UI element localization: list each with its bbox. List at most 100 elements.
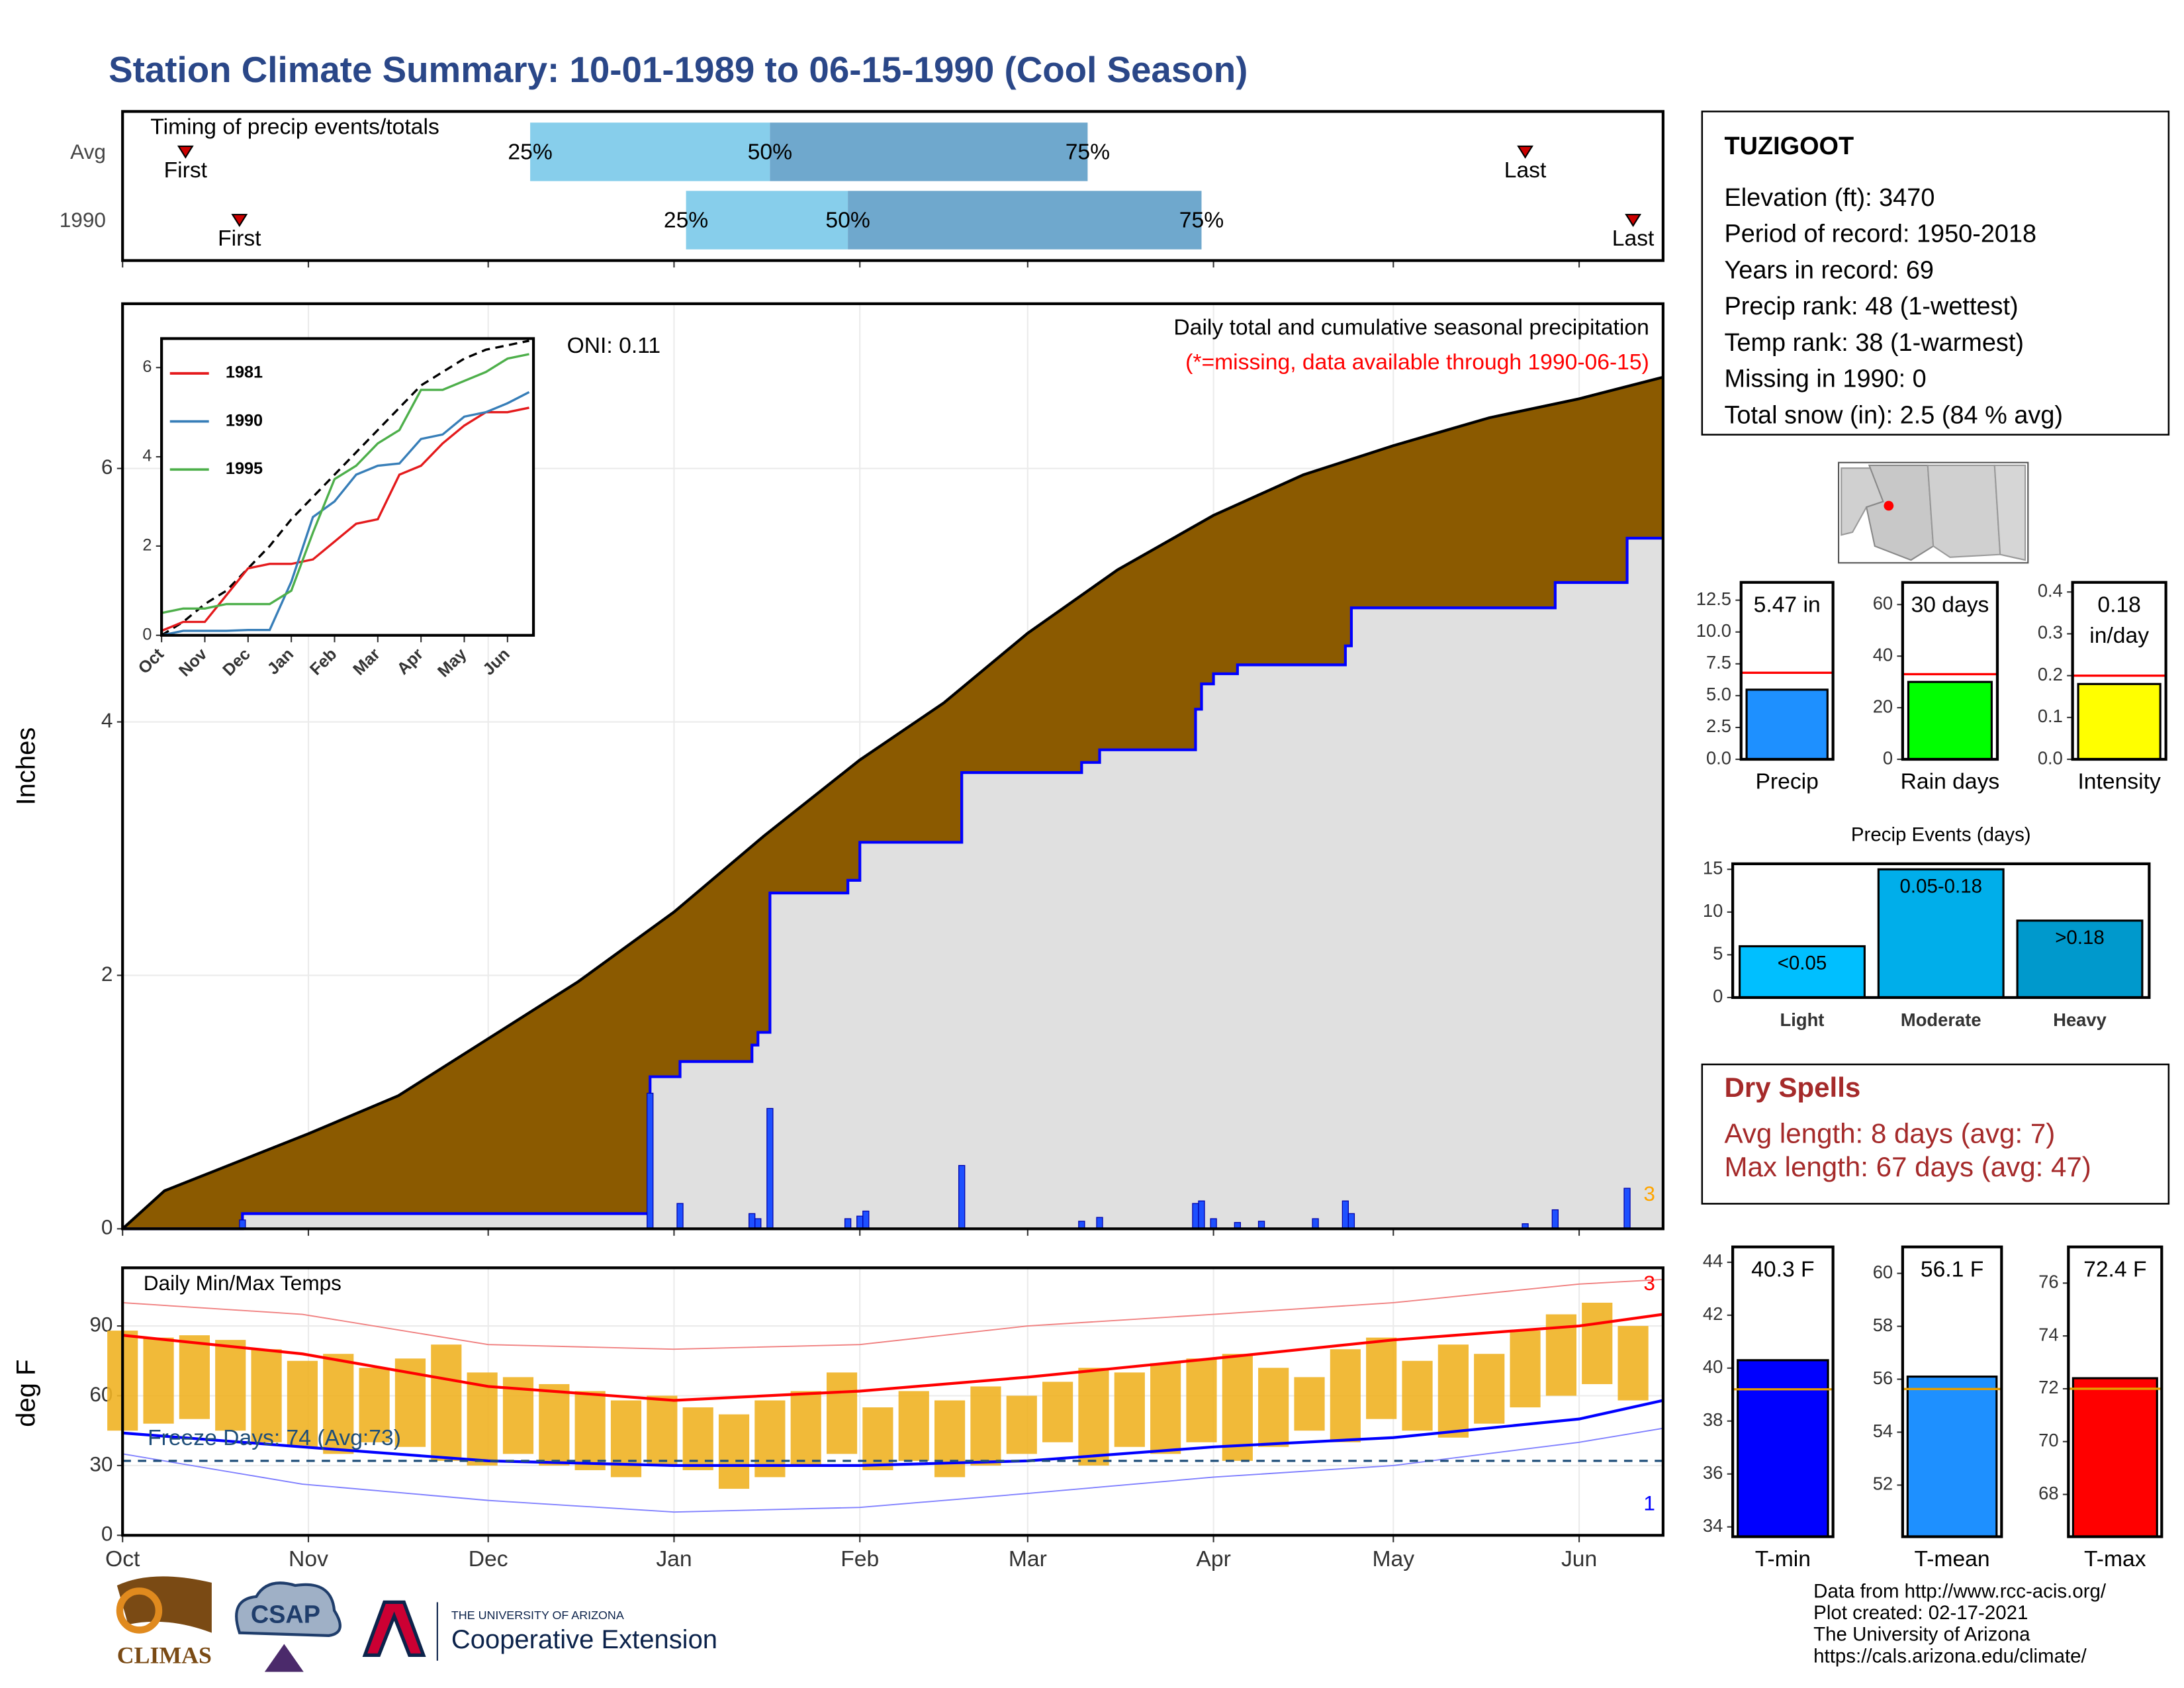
timing-bar — [530, 122, 770, 181]
dry-spell-line: Max length: 67 days (avg: 47) — [1724, 1151, 2091, 1182]
temp-range-bar — [1617, 1326, 1649, 1401]
temp-range-bar — [970, 1386, 1001, 1466]
university-text: THE UNIVERSITY OF ARIZONA — [451, 1609, 624, 1622]
plot-border — [160, 337, 535, 637]
annotation: 3 — [1643, 1271, 1655, 1295]
y-tick-label: 20 — [1873, 696, 1893, 716]
map-region — [1993, 464, 2026, 561]
dry-spells-lines: Avg length: 8 days (avg: 7)Max length: 6… — [1724, 1117, 2091, 1182]
marker-label: First — [218, 226, 261, 251]
plot-border — [1739, 581, 1835, 761]
category-label: Heavy — [2053, 1009, 2107, 1030]
category-label: T-mean — [1915, 1547, 1990, 1571]
timing-bar — [686, 191, 848, 250]
station-line: Temp rank: 38 (1-warmest) — [1724, 329, 2024, 357]
panel-title: Daily Min/Max Temps — [144, 1271, 341, 1295]
station-line: Years in record: 69 — [1724, 256, 1934, 284]
value-label: 40.3 F — [1751, 1257, 1814, 1282]
timing-marker — [177, 145, 194, 159]
daily-precip-bar — [856, 1215, 864, 1229]
y-tick-label: 0.0 — [2038, 747, 2063, 768]
y-tick-label: 2 — [142, 536, 152, 555]
temp-range-bar — [826, 1372, 858, 1454]
temp-range-bar — [1582, 1302, 1613, 1384]
daily-precip-bar — [1342, 1200, 1349, 1229]
bar — [2071, 1377, 2158, 1538]
average-line — [161, 340, 529, 637]
plot-border — [121, 1266, 1664, 1537]
temp-range-bar — [934, 1400, 966, 1477]
x-tick-label: May — [1373, 1547, 1415, 1571]
annotation: 1 — [1643, 1491, 1655, 1515]
y-tick-label: 0.4 — [2038, 581, 2063, 601]
temp-range-bar — [431, 1344, 462, 1461]
footer-line: Data from http://www.rcc-acis.org/ — [1813, 1580, 2107, 1602]
temp-range-bar — [862, 1407, 893, 1470]
y-tick-label: 0.3 — [2038, 622, 2063, 643]
value-label: >0.18 — [2055, 927, 2105, 949]
extension-text: Cooperative Extension — [451, 1625, 717, 1654]
temp-range-bar — [1474, 1354, 1505, 1424]
timing-marker — [1625, 214, 1642, 227]
y-tick-label: 54 — [1873, 1421, 1893, 1441]
y-tick-label: 72 — [2038, 1377, 2058, 1397]
y-tick-label: 2 — [101, 962, 113, 986]
y-axis-title: deg F — [12, 1360, 41, 1427]
csap-cloud — [235, 1581, 341, 1637]
daily-precip-bar — [958, 1164, 966, 1229]
y-tick-label: 52 — [1873, 1474, 1893, 1494]
subtitle: Daily total and cumulative seasonal prec… — [1173, 316, 1649, 340]
x-tick-label: Nov — [289, 1547, 328, 1571]
avg-min-line — [122, 1399, 1664, 1468]
temp-range-bar — [1510, 1331, 1541, 1408]
y-tick-label: 30 — [89, 1452, 113, 1476]
daily-precip-bar — [766, 1107, 774, 1229]
timing-marker — [1517, 145, 1533, 159]
temp-range-bar — [1186, 1358, 1217, 1442]
y-tick-label: 0 — [101, 1522, 113, 1546]
footer: Data from http://www.rcc-acis.org/Plot c… — [1813, 1580, 2107, 1667]
record-min-line — [122, 1427, 1664, 1513]
temp-range-bar — [323, 1354, 354, 1454]
timing-bar — [770, 122, 1088, 181]
climas-text: CLIMAS — [117, 1642, 212, 1669]
temp-range-bar — [1437, 1344, 1469, 1438]
station-lines: Elevation (ft): 3470 Period of record: 19… — [1724, 184, 2063, 429]
timing-bar — [848, 191, 1202, 250]
station-line: Total snow (in): 2.5 (84 % avg) — [1724, 401, 2063, 429]
station-line: Precip rank: 48 (1-wettest) — [1724, 293, 2018, 320]
footer-line: https://cals.arizona.edu/climate/ — [1813, 1645, 2087, 1667]
y-tick-label: 7.5 — [1706, 652, 1731, 673]
row-label: Avg — [70, 140, 106, 164]
bar — [2016, 919, 2144, 999]
bar — [1739, 945, 1866, 999]
temp-range-bar — [1402, 1360, 1433, 1431]
avg-max-line — [122, 1313, 1664, 1402]
climas-logo — [116, 1587, 163, 1634]
series-line — [161, 406, 529, 632]
daily-precip-bar — [862, 1210, 870, 1229]
y-tick-label: 6 — [101, 455, 113, 479]
y-tick-label: 44 — [1703, 1250, 1723, 1271]
marker-label: Last — [1612, 226, 1655, 251]
csap-text: CSAP — [251, 1601, 320, 1628]
footer-line: Plot created: 02-17-2021 — [1813, 1602, 2028, 1624]
y-tick-label: 76 — [2038, 1272, 2058, 1292]
dry-spells-title: Dry Spells — [1724, 1072, 1860, 1103]
y-tick-label: 74 — [2038, 1324, 2058, 1344]
temp-range-bar — [1114, 1372, 1145, 1447]
oni-label: ONI: 0.11 — [567, 334, 661, 358]
temp-range-bar — [1258, 1368, 1289, 1447]
x-tick-label: Apr — [1196, 1547, 1230, 1571]
cumulative-line — [122, 536, 1663, 1231]
y-tick-label: 12.5 — [1696, 588, 1731, 609]
value-label: 5.47 in — [1754, 592, 1821, 617]
daily-precip-bar — [1096, 1217, 1103, 1229]
x-tick-label: Jun — [1561, 1547, 1597, 1571]
y-tick-label: 6 — [142, 357, 152, 376]
panel-title: Precip Events (days) — [1851, 824, 2031, 846]
daily-precip-bar — [676, 1203, 684, 1229]
value-label: 30 days — [1911, 592, 1989, 617]
y-tick-label: 0.0 — [1706, 747, 1731, 768]
